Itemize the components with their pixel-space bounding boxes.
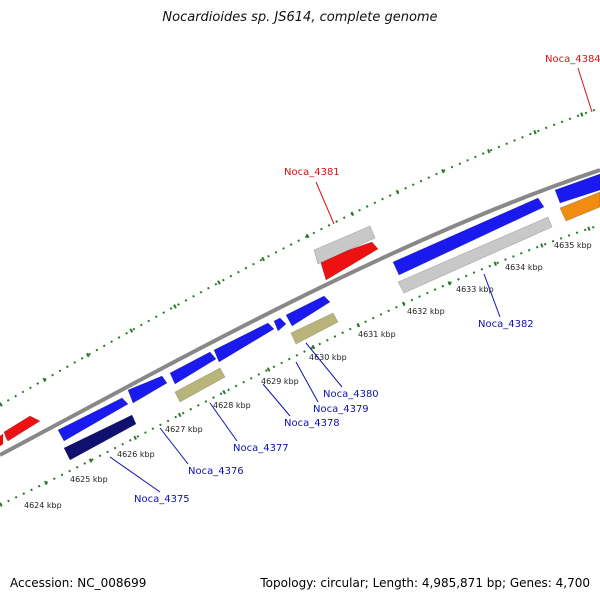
gene-label-leader-line xyxy=(209,402,238,442)
gene-label[interactable]: Noca_4379 xyxy=(313,404,369,415)
gene-label[interactable]: Noca_4381 xyxy=(284,167,340,178)
kbp-tick-label: 4634 kbp xyxy=(505,263,543,272)
gene-feature[interactable] xyxy=(273,317,287,332)
gene-feature[interactable] xyxy=(397,216,553,294)
gene-label[interactable]: Noca_4376 xyxy=(188,466,244,477)
kbp-tick-label: 4631 kbp xyxy=(358,330,396,339)
gene-label-leader-line xyxy=(295,361,319,403)
gene-features xyxy=(0,173,600,461)
kbp-tick-label: 4629 kbp xyxy=(261,377,299,386)
gene-label-leader-line xyxy=(262,383,291,417)
gene-labels: Noca_4375 Noca_4376 Noca_4377 Noca_4378 Noca… xyxy=(134,54,600,505)
gene-feature[interactable] xyxy=(392,197,545,276)
gene-feature[interactable] xyxy=(57,397,129,442)
gene-label-leader-line xyxy=(159,427,189,465)
gene-label[interactable]: Noca_4375 xyxy=(134,494,190,505)
kbp-tick-label: 4632 kbp xyxy=(407,307,445,316)
gene-label[interactable]: Noca_4380 xyxy=(323,389,379,400)
label-leaders xyxy=(109,67,593,493)
gene-label[interactable]: Noca_4378 xyxy=(284,418,340,429)
genome-summary-text: Topology: circular; Length: 4,985,871 bp… xyxy=(260,576,590,590)
kbp-tick-label: 4630 kbp xyxy=(309,353,347,362)
accession-text: Accession: NC_008699 xyxy=(10,576,147,590)
kbp-tick-label: 4627 kbp xyxy=(165,425,203,434)
gene-feature[interactable] xyxy=(127,375,168,404)
kbp-tick-label: 4626 kbp xyxy=(117,450,155,459)
gene-feature[interactable] xyxy=(3,415,41,442)
gene-label-leader-line xyxy=(315,181,335,225)
gene-feature[interactable] xyxy=(0,433,4,447)
kbp-tick-label: 4624 kbp xyxy=(24,501,62,510)
kbp-labels: 4624 kbp 4625 kbp 4626 kbp 4627 kbp 4628 kbp… xyxy=(24,241,592,510)
gene-feature[interactable] xyxy=(290,312,339,345)
gene-feature[interactable] xyxy=(213,322,275,363)
gene-label-leader-line xyxy=(577,67,593,113)
outer-tick-track-major xyxy=(0,106,600,407)
gene-feature[interactable] xyxy=(174,367,226,403)
genome-backbone xyxy=(0,168,600,457)
gene-feature[interactable] xyxy=(169,351,217,385)
gene-feature[interactable] xyxy=(319,241,379,281)
gene-feature[interactable] xyxy=(285,295,331,327)
gene-feature[interactable] xyxy=(554,173,600,204)
gene-label-leader-line xyxy=(305,342,343,388)
kbp-tick-label: 4628 kbp xyxy=(213,401,251,410)
kbp-tick-label: 4625 kbp xyxy=(70,475,108,484)
gene-label-leader-line xyxy=(483,273,501,318)
kbp-tick-label: 4633 kbp xyxy=(456,285,494,294)
gene-feature[interactable] xyxy=(63,414,137,461)
gene-feature[interactable] xyxy=(559,191,600,222)
outer-tick-track xyxy=(0,107,600,406)
kbp-tick-label: 4635 kbp xyxy=(554,241,592,250)
gene-feature[interactable] xyxy=(313,225,376,265)
gene-label[interactable]: Noca_4384 xyxy=(545,54,600,65)
gene-label[interactable]: Noca_4382 xyxy=(478,319,534,330)
gene-label[interactable]: Noca_4377 xyxy=(233,443,289,454)
map-title: Nocardioides sp. JS614, complete genome xyxy=(162,10,438,25)
gene-label-leader-line xyxy=(109,456,161,493)
